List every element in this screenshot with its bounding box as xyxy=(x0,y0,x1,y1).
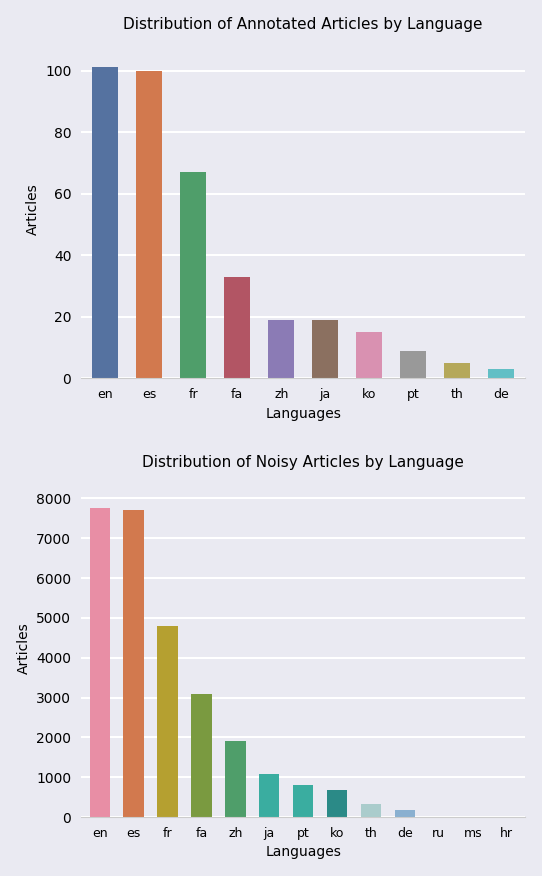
Bar xyxy=(312,320,338,378)
Bar xyxy=(356,332,382,378)
Title: Distribution of Noisy Articles by Language: Distribution of Noisy Articles by Langua… xyxy=(142,456,464,470)
Bar xyxy=(400,350,427,378)
Y-axis label: Articles: Articles xyxy=(25,183,40,235)
Bar xyxy=(488,369,514,378)
X-axis label: Languages: Languages xyxy=(265,845,341,859)
X-axis label: Languages: Languages xyxy=(265,406,341,420)
Bar xyxy=(180,172,207,378)
Bar xyxy=(293,785,313,817)
Bar xyxy=(157,625,178,817)
Bar xyxy=(136,71,163,378)
Bar xyxy=(225,741,246,817)
Bar xyxy=(395,810,415,817)
Bar xyxy=(89,508,110,817)
Bar xyxy=(444,363,470,378)
Bar xyxy=(361,803,381,817)
Bar xyxy=(259,774,280,817)
Bar xyxy=(268,320,294,378)
Bar xyxy=(92,67,119,378)
Bar xyxy=(327,790,347,817)
Bar xyxy=(124,511,144,817)
Title: Distribution of Annotated Articles by Language: Distribution of Annotated Articles by La… xyxy=(124,17,483,32)
Bar xyxy=(224,277,250,378)
Bar xyxy=(191,694,211,817)
Y-axis label: Articles: Articles xyxy=(17,622,31,674)
